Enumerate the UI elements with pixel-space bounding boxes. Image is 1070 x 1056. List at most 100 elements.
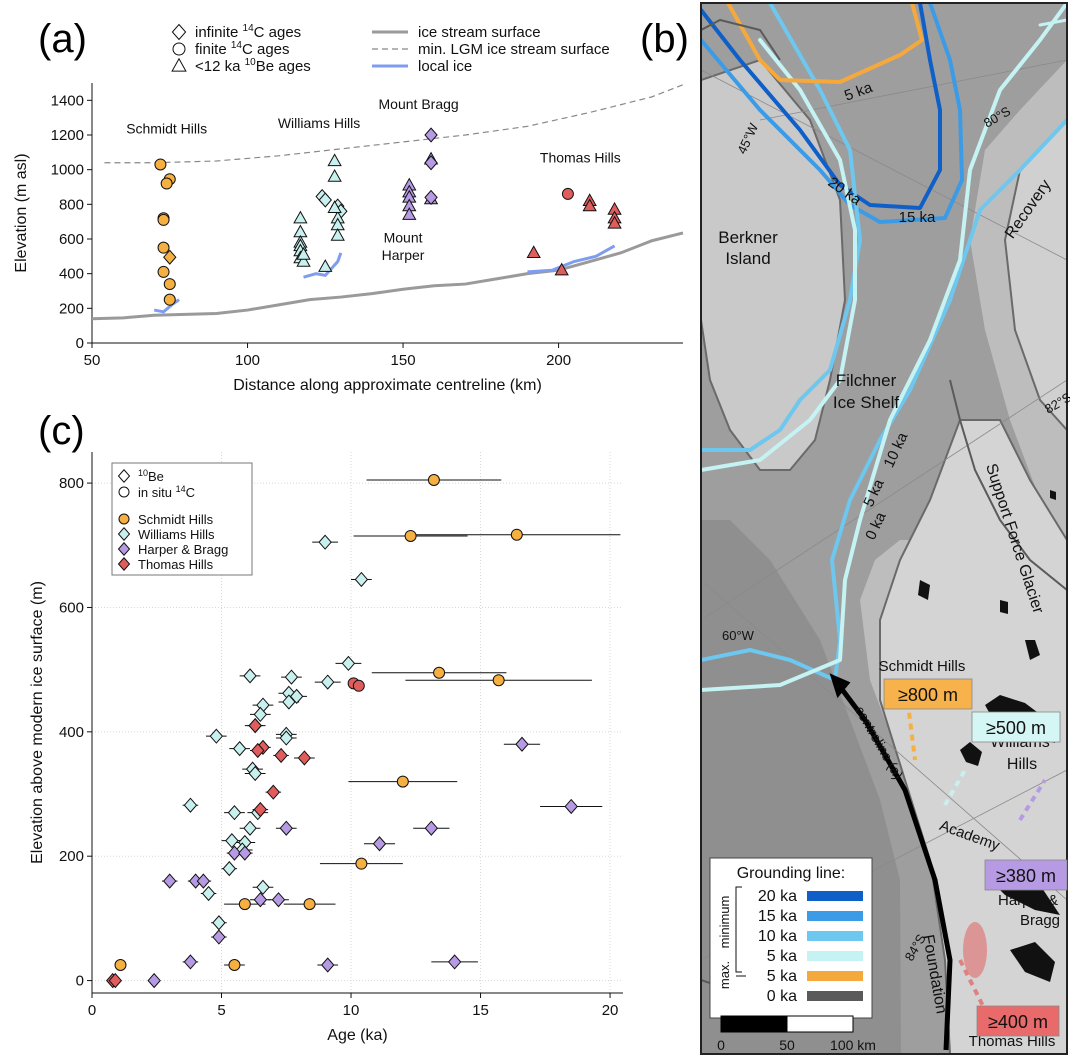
map-place-label: Hills [1007,756,1037,773]
point-williams [354,571,369,588]
scale-bar-white [786,1015,854,1033]
point-thomas [253,801,268,818]
y-tick-label: 800 [59,475,84,492]
grounding-legend-swatch [807,911,863,921]
x-tick-label: 15 [472,1002,489,1019]
point-schmidt [396,775,409,788]
point-williams [227,805,242,821]
y-tick-label: 200 [59,300,84,317]
site-label: Thomas Hills [540,150,621,166]
grounding-line-10ka-west [701,3,862,452]
point-schmidt [510,528,523,541]
y-tick-label: 0 [76,973,84,990]
legend-tail: C ages [242,41,290,58]
legend-tail: Be [148,469,164,484]
legend-sup: 14 [243,23,255,34]
grounding-legend-row-label: 10 ka [758,928,797,945]
point-williams [201,885,216,902]
legend-site-marker [118,513,130,525]
point-harper_bragg [515,736,529,752]
point-harper_bragg [279,820,293,836]
map-frame [700,2,1068,1055]
point-schmidt [163,249,177,265]
thomas-profile [958,959,987,1011]
elevation-box-label: ≥500 m [986,718,1046,738]
grounding-line-5ka-max [726,3,924,84]
x-tick-label: 10 [343,1002,360,1019]
point-schmidt [433,666,446,679]
grounding-legend-swatch [807,951,863,961]
panel-label-b: (b) [640,17,689,61]
legend-sup: 10 [138,468,148,478]
point-williams [289,688,304,705]
local-ice-line [527,244,616,274]
map-place-label: Thomas Hills [969,1033,1056,1050]
grounding-line-5ka-east [701,3,1067,692]
point-schmidt [154,158,167,171]
point-harper_bragg [564,798,578,815]
legend-site-label: Thomas Hills [138,557,214,572]
scale-bar-label: 0 [717,1037,725,1053]
williams-profile [943,769,967,806]
x-tick-label: 150 [391,352,416,369]
graticule-label: 60°W [722,628,755,643]
point-harper_bragg [447,954,462,970]
point-williams [279,730,293,746]
point-harper_bragg [424,820,439,836]
grounding-legend-swatch [807,891,863,901]
y-tick-label: 600 [59,599,84,616]
berkner-island [701,58,847,471]
point-williams [320,674,335,690]
point-harper_bragg [183,954,198,970]
point-williams [243,820,257,836]
point-thomas [526,245,541,259]
legend-box [111,462,253,576]
point-williams [327,200,342,213]
site-label: Harper [382,247,425,263]
legend-bracket-label: max. [717,961,732,989]
map-place-label: Bragg [1020,912,1060,929]
y-tick-label: 800 [59,196,84,213]
point-harper_bragg [253,892,268,908]
legend-marker-triangle [171,57,187,72]
point-thomas [266,784,281,800]
point-schmidt [157,213,170,226]
legend-site-label: Schmidt Hills [138,512,214,527]
legend-label: in situ 14C [138,484,195,500]
point-thomas [251,742,265,759]
elevation-box-label: ≥380 m [996,866,1056,886]
y-tick-label: 1400 [51,92,84,109]
grounding-legend-title: Grounding line: [737,865,846,882]
point-thomas [108,972,123,989]
legend-tail: Be ages [256,58,311,75]
point-schmidt [157,265,170,278]
point-williams [209,728,224,744]
point-schmidt [114,959,127,972]
legend-site-label: Harper & Bragg [138,542,228,557]
point-williams [318,192,333,208]
grounding-line-15ka [701,3,964,224]
elevation-box-label: ≥400 m [988,1012,1048,1032]
centreline-arrowhead [829,673,851,699]
map-place-label: Ice Shelf [833,393,899,412]
grounding-legend-row-label: 20 ka [758,888,797,905]
scale-bar-label: 50 [779,1037,795,1053]
legend-marker-circle [172,42,186,56]
legend-marker-diamond [171,23,187,41]
scale-bar-label: 100 km [830,1037,876,1053]
grounding-legend-swatch [807,991,863,1001]
point-schmidt [355,857,368,870]
panel-label-a: (a) [38,17,87,61]
legend-sup: 14 [176,484,186,494]
point-williams [183,797,198,813]
legend-marker [118,486,130,498]
thomas-hills-patch [963,922,987,978]
map-place-label: Filchner [836,371,897,390]
legend-site-marker [117,556,131,572]
point-thomas [554,262,569,276]
point-harper_bragg [402,207,417,220]
elevation-box [984,859,1068,891]
